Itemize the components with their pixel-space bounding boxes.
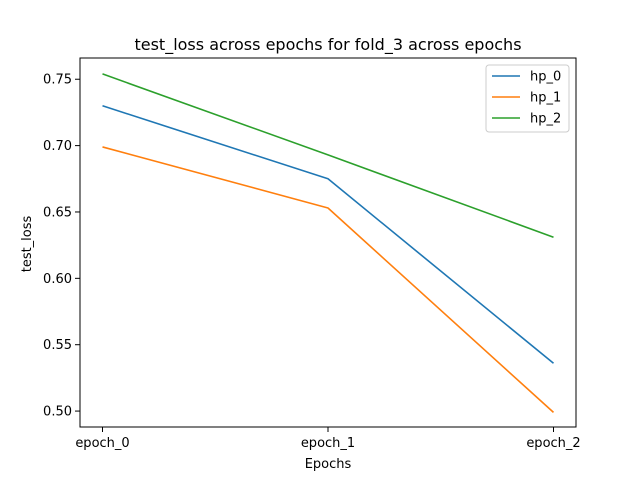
y-tick-label: 0.50 <box>43 405 72 420</box>
y-axis-label: test_loss <box>20 215 35 272</box>
x-tick-label: epoch_1 <box>301 436 355 451</box>
series-line-hp_1 <box>102 146 555 413</box>
x-tick-label: epoch_2 <box>526 436 580 451</box>
y-tick-label: 0.55 <box>43 338 72 353</box>
y-tick-label: 0.60 <box>43 272 72 287</box>
series-line-hp_2 <box>102 73 554 238</box>
legend-box <box>485 64 570 133</box>
y-tick-label: 0.70 <box>43 139 72 154</box>
y-tick-label: 0.65 <box>43 205 72 220</box>
chart-title: test_loss across epochs for fold_3 acros… <box>134 35 521 55</box>
legend-label: hp_1 <box>530 91 561 106</box>
x-axis-label: Epochs <box>305 457 352 472</box>
x-axis: epoch_0 epoch_1 epoch_2 <box>75 427 581 451</box>
series-line-hp_0 <box>102 105 555 364</box>
legend-label: hp_2 <box>530 112 561 127</box>
y-axis: 0.50 0.55 0.60 0.65 0.70 0.75 <box>43 73 80 420</box>
x-tick-label: epoch_0 <box>75 436 129 451</box>
legend-label: hp_0 <box>530 70 561 85</box>
y-tick-label: 0.75 <box>43 73 72 88</box>
legend: hp_0 hp_1 hp_2 <box>485 64 570 133</box>
series-lines <box>102 73 555 413</box>
